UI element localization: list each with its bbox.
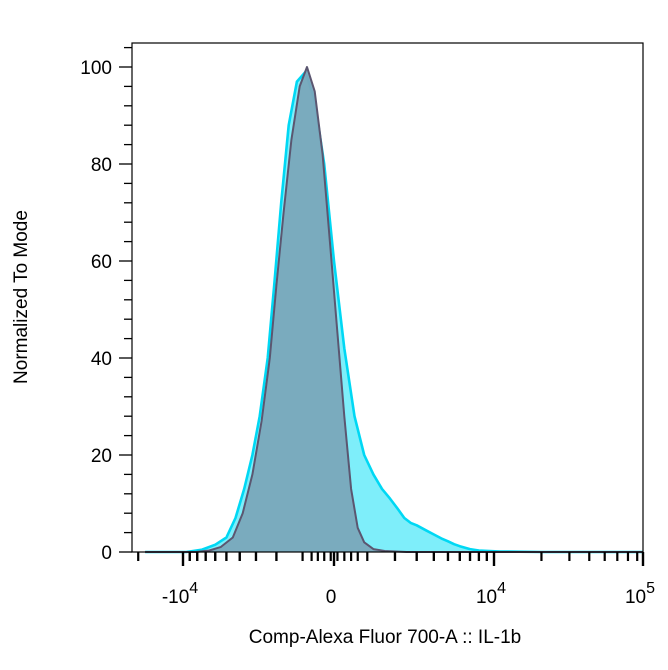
series-layer — [145, 66, 643, 554]
series-1-area — [145, 71, 643, 553]
x-axis: -104 0 104 105 — [137, 552, 655, 608]
x-tick-label: 105 — [625, 580, 655, 608]
y-tick-label: 0 — [101, 543, 112, 564]
y-tick-label: 100 — [80, 58, 112, 79]
plot-frame — [131, 42, 644, 553]
y-tick-label: 20 — [91, 446, 112, 467]
y-tick-label: 80 — [91, 155, 112, 176]
series-2-line — [145, 66, 643, 553]
x-tick-label: 104 — [476, 580, 506, 608]
y-tick-label: 60 — [91, 252, 112, 273]
series-1-line — [145, 70, 643, 554]
y-axis-title: Normalized To Mode — [11, 210, 32, 384]
y-tick-label: 40 — [91, 349, 112, 370]
y-axis: 0 20 40 60 80 100 — [80, 46, 132, 564]
series-2-area — [145, 67, 643, 552]
x-axis-title: Comp-Alexa Fluor 700-A :: IL-1b — [249, 627, 521, 648]
x-tick-label: 0 — [326, 587, 337, 608]
x-tick-label: -104 — [162, 580, 198, 608]
